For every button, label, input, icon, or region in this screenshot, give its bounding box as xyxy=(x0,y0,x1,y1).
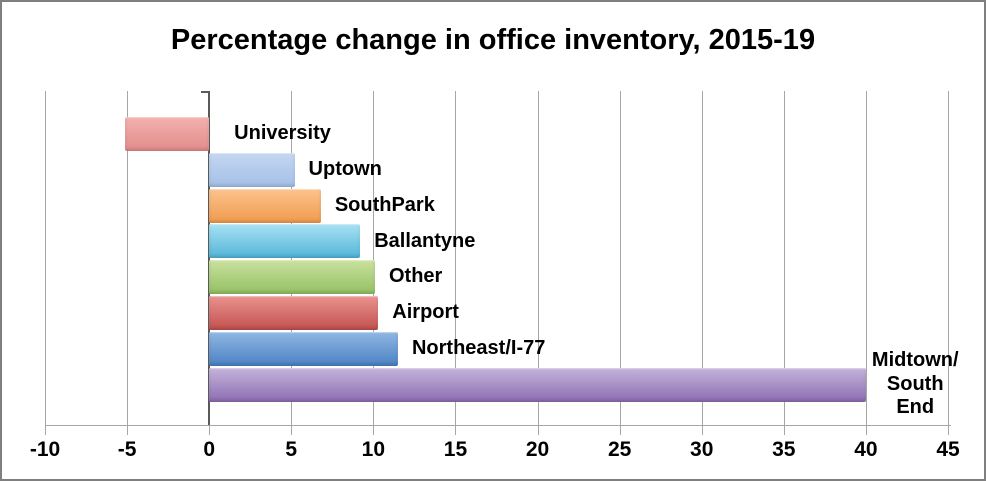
bar xyxy=(209,188,321,223)
x-axis-tick xyxy=(701,426,703,435)
x-axis-tick xyxy=(45,426,46,435)
bar xyxy=(209,331,398,366)
x-tick-label: 35 xyxy=(772,438,796,461)
bar-label: Northeast/I-77 xyxy=(411,337,546,359)
gridline xyxy=(783,91,785,425)
bar-label: Airport xyxy=(392,301,459,324)
bar xyxy=(125,117,210,151)
x-tick-label: 30 xyxy=(690,438,714,461)
x-axis-tick xyxy=(455,426,457,435)
x-tick-label: 45 xyxy=(936,438,960,461)
category-axis-top-tick xyxy=(201,91,211,93)
x-tick-label: 5 xyxy=(285,438,298,461)
bar-label: SouthPark xyxy=(334,193,435,216)
bar-label: Uptown xyxy=(308,158,382,180)
gridline xyxy=(537,91,539,425)
x-tick-label: 25 xyxy=(607,438,632,461)
x-axis-tick xyxy=(209,426,211,435)
gridline xyxy=(455,91,457,425)
x-tick-label: 0 xyxy=(203,438,216,461)
x-axis-tick xyxy=(783,426,785,435)
gridline xyxy=(865,91,867,425)
bar xyxy=(209,367,866,402)
gridline xyxy=(701,91,703,425)
x-axis-tick xyxy=(537,426,539,435)
x-axis-tick xyxy=(373,426,375,435)
bar-label: Other xyxy=(389,265,443,288)
gridline xyxy=(45,91,46,425)
x-tick-label: 10 xyxy=(361,438,386,461)
x-tick-label: -10 xyxy=(29,438,61,461)
x-axis-tick xyxy=(127,426,129,435)
chart-title: Percentage change in office inventory, 2… xyxy=(170,24,816,56)
bar xyxy=(209,152,295,187)
x-tick-label: 15 xyxy=(443,438,468,461)
x-tick-label: 20 xyxy=(525,438,550,461)
x-axis-line xyxy=(45,425,951,426)
x-tick-label: -5 xyxy=(117,438,137,461)
plot-area: University Uptown SouthPark Ballantyne Other… xyxy=(30,91,960,461)
bar xyxy=(209,296,379,330)
bar-label: Midtown/ South End xyxy=(871,349,959,419)
x-axis-tick xyxy=(865,426,867,435)
bar-label: Ballantyne xyxy=(374,229,476,252)
x-tick-label: 40 xyxy=(854,438,878,461)
bar xyxy=(209,260,375,295)
bar xyxy=(209,224,361,259)
gridline xyxy=(948,91,949,425)
x-axis-tick xyxy=(948,426,949,435)
gridline xyxy=(619,91,621,425)
gridline xyxy=(373,91,375,425)
zero-axis-line xyxy=(208,91,211,425)
x-axis-tick xyxy=(291,426,293,435)
x-axis-tick xyxy=(619,426,621,435)
bar-label: University xyxy=(234,122,331,145)
gridline xyxy=(127,91,129,425)
